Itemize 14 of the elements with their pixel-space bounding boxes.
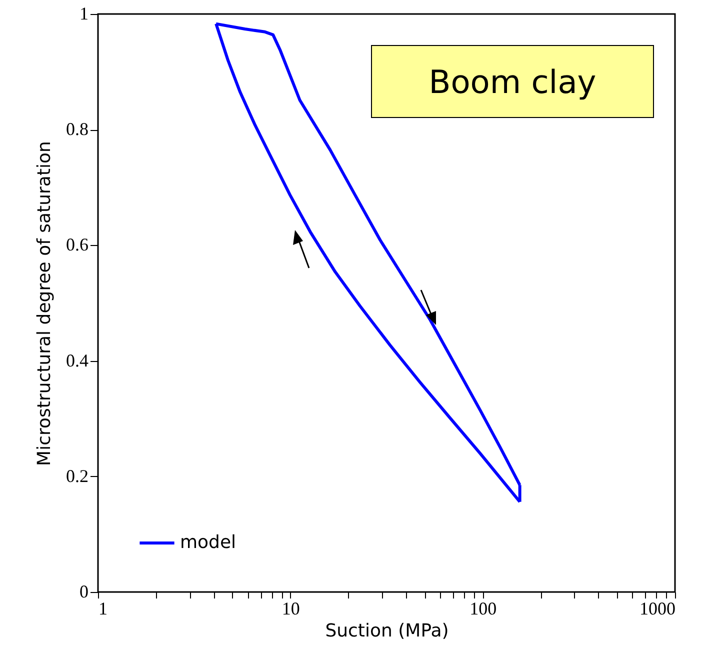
x-axis-title: Suction (MPa) xyxy=(325,620,449,642)
x-tick-label: 100 xyxy=(470,598,497,618)
y-tick-label: 0 xyxy=(80,582,88,602)
y-tick-label: 0.4 xyxy=(66,350,88,370)
y-tick-label: 1 xyxy=(80,4,88,24)
y-tick-label: 0.2 xyxy=(66,466,88,486)
x-tick-label: 1000 xyxy=(640,598,676,618)
label-box: Boom clay xyxy=(371,45,654,118)
x-tick-label: 1 xyxy=(98,598,108,618)
legend-label: model xyxy=(180,532,236,553)
y-tick-label: 0.6 xyxy=(66,234,88,255)
x-tick-label: 10 xyxy=(282,598,300,618)
y-tick-label: 0.8 xyxy=(66,119,88,140)
y-axis-title: Microstructural degree of saturation xyxy=(34,141,55,466)
